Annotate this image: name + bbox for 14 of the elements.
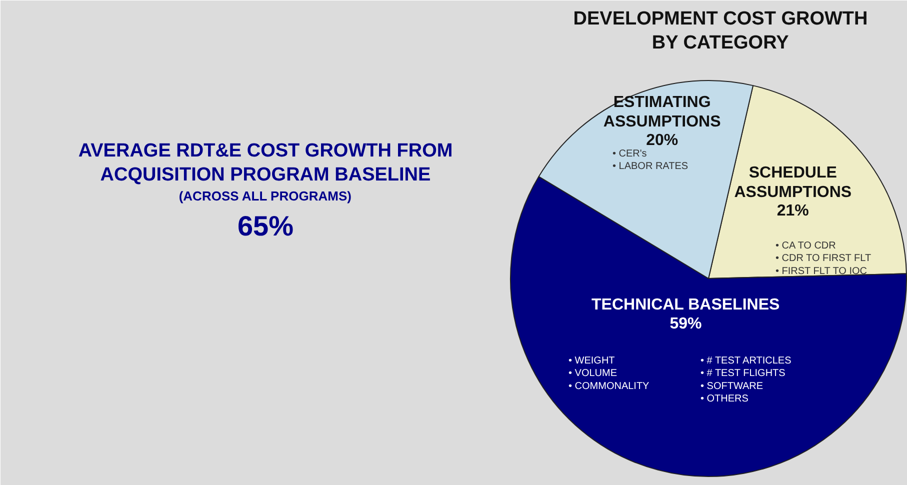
slice-label: TECHNICAL BASELINES bbox=[592, 296, 780, 314]
text: • CER's • LABOR RATES bbox=[612, 148, 688, 172]
data-label: 21% bbox=[776, 202, 809, 220]
slice-label: ESTIMATING ASSUMPTIONS bbox=[603, 94, 722, 131]
data-label: 20% bbox=[646, 132, 678, 150]
text: • # TEST ARTICLES • # TEST FLIGHTS • SOFTWARE • OTHERS bbox=[700, 356, 792, 404]
text: (ACROSS ALL PROGRAMS) bbox=[178, 188, 352, 204]
chart-title: DEVELOPMENT COST GROWTH BY CATEGORY bbox=[573, 8, 868, 54]
text: AVERAGE RDT&E COST GROWTH FROM ACQUISITION PROGRAM BASELINE bbox=[78, 140, 453, 186]
data-label: 59% bbox=[670, 316, 702, 333]
text: 65% bbox=[237, 210, 294, 242]
text: • CA TO CDR • CDR TO FIRST FLT • FIRST FLT TO IOC bbox=[776, 240, 872, 277]
slice-label: SCHEDULE ASSUMPTIONS bbox=[734, 164, 852, 202]
text: • WEIGHT • VOLUME • COMMONALITY bbox=[568, 356, 650, 392]
